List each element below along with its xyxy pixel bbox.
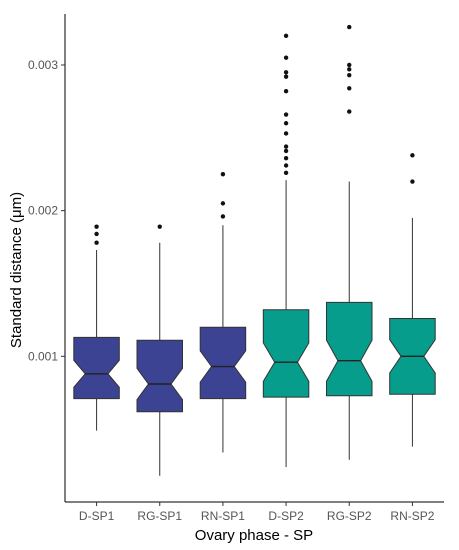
outlier-point: [283, 89, 289, 94]
box-rg-sp2: [326, 24, 373, 460]
outlier-point: [347, 86, 352, 91]
y-tick-label: 0.002: [28, 204, 58, 218]
outlier-point: [347, 109, 352, 114]
outlier-point: [283, 74, 289, 79]
outlier-point: [220, 201, 226, 206]
outlier-point: [94, 231, 99, 237]
outlier-point: [283, 131, 289, 136]
box-rn-sp1: [199, 172, 247, 453]
outlier-point: [220, 214, 226, 219]
x-axis-ticks: D-SP1 RG-SP1 RN-SP1 D-SP2 RG-SP2 RN-SP2: [79, 502, 435, 523]
x-tick-label: D-SP2: [268, 509, 304, 523]
box-rn-sp2: [389, 153, 436, 447]
x-tick-label: RG-SP1: [137, 509, 182, 523]
x-tick-label: RN-SP1: [201, 509, 245, 523]
outlier-point: [347, 67, 352, 72]
outlier-point: [283, 163, 289, 168]
outlier-point: [283, 112, 289, 117]
outlier-point: [283, 70, 289, 75]
outlier-point: [347, 24, 352, 30]
outlier-point: [347, 72, 352, 78]
x-tick-label: RN-SP2: [390, 509, 434, 523]
box-body: [262, 309, 310, 398]
outlier-point: [94, 240, 99, 245]
outlier-point: [283, 121, 289, 126]
outlier-point: [283, 55, 289, 60]
outlier-point: [157, 224, 162, 229]
outlier-point: [283, 156, 289, 161]
outlier-point: [410, 179, 415, 184]
outlier-point: [410, 153, 415, 158]
box-rg-sp1: [136, 224, 183, 476]
box-body: [199, 326, 247, 400]
outlier-point: [347, 62, 352, 68]
x-tick-label: RG-SP2: [327, 509, 372, 523]
outlier-point: [283, 170, 289, 175]
plot-marks: [73, 24, 436, 476]
outlier-point: [283, 148, 289, 154]
outlier-point: [94, 224, 99, 229]
outlier-point: [220, 172, 226, 177]
box-d-sp2: [262, 33, 310, 468]
x-axis-title: Ovary phase - SP: [195, 527, 313, 544]
box-body: [326, 301, 373, 397]
box-body: [73, 336, 120, 400]
y-tick-label: 0.003: [28, 58, 58, 72]
y-axis-ticks: 0.001 0.002 0.003: [28, 58, 65, 363]
box-d-sp1: [73, 224, 120, 431]
outlier-point: [283, 144, 289, 149]
x-tick-label: D-SP1: [79, 509, 115, 523]
y-axis-title: Standard distance (μm): [8, 192, 25, 348]
y-tick-label: 0.001: [28, 349, 58, 363]
box-body: [136, 339, 183, 413]
outlier-point: [283, 33, 289, 39]
